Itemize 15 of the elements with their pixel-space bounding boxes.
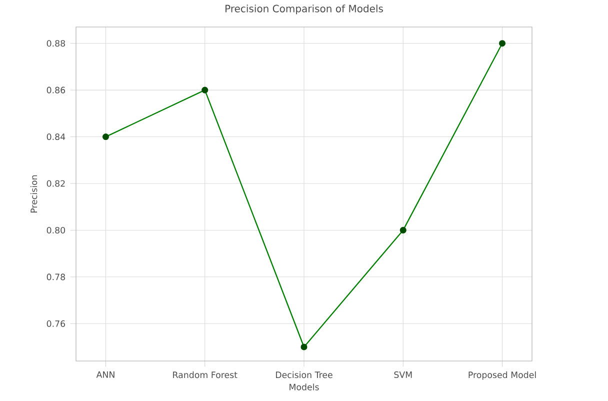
y-tick-label: 0.80	[46, 226, 66, 234]
y-tick-label: 0.88	[46, 40, 65, 47]
y-tick-label: 0.76	[46, 320, 66, 327]
y-tick-label: 0.86	[46, 86, 66, 94]
y-tick-label: 0.78	[46, 274, 65, 280]
x-tick-label: Decision Tree	[276, 371, 332, 378]
chart-title: Precision Comparison of Models	[226, 4, 383, 14]
x-axis-title: Models	[290, 384, 319, 390]
x-tick-label: Proposed Model	[468, 371, 536, 380]
x-tick-label: Random Forest	[173, 371, 238, 378]
x-tick-label: ANN	[96, 371, 114, 378]
y-axis-title: Precision	[30, 175, 38, 212]
y-tick-label: 0.84	[46, 134, 66, 140]
x-tick-label: SVM	[394, 371, 412, 378]
y-tick-label: 0.82	[46, 180, 65, 187]
